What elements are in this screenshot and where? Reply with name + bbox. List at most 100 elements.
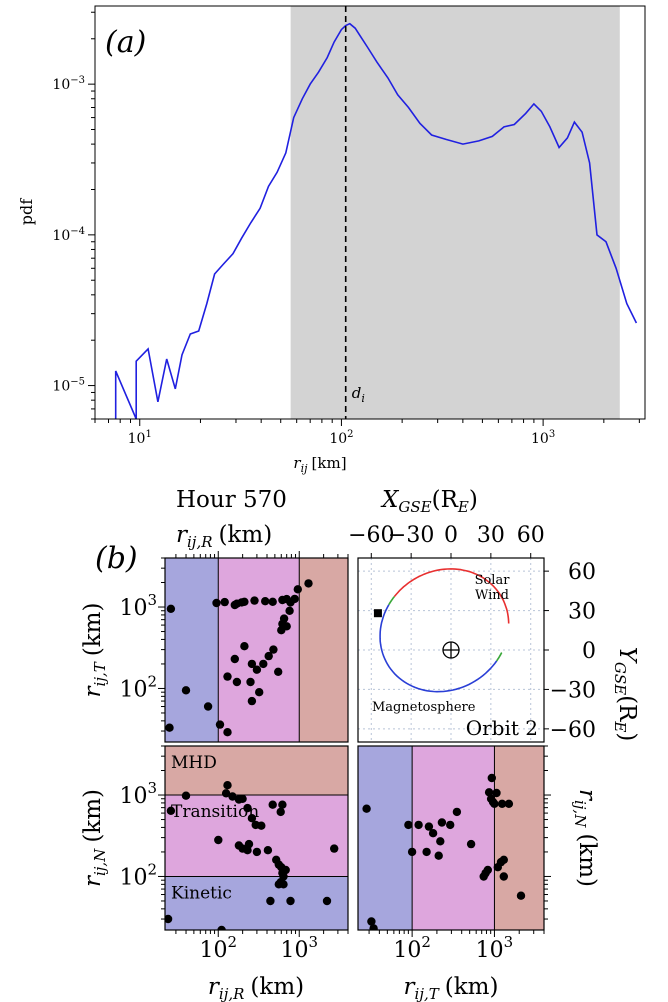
y-tick-label: 102: [119, 860, 157, 890]
y-tick-label: 102: [119, 672, 157, 702]
orbit-label: Orbit 2: [466, 716, 538, 740]
data-point: [404, 820, 413, 830]
data-point: [217, 925, 226, 930]
data-point: [247, 659, 257, 669]
x-axis-ticks: 101 102 103: [94, 419, 640, 447]
region-label-mhd: MHD: [171, 753, 217, 773]
data-point: [487, 773, 496, 783]
scatter-r-vs-t: 102 103 rij,T(km): [80, 551, 349, 743]
data-point: [261, 597, 270, 606]
data-point: [252, 847, 262, 857]
data-point: [223, 672, 232, 681]
kinetic-region: [358, 746, 413, 930]
x-tick-label: 103: [476, 933, 514, 963]
y-axis-label-n-right: rij,N(km): [571, 789, 600, 887]
data-point: [203, 702, 213, 711]
data-point: [504, 799, 514, 808]
data-point: [322, 896, 332, 906]
orbit-x-tick-label: 30: [477, 523, 505, 548]
di-label: di: [352, 384, 365, 405]
data-point: [369, 924, 378, 930]
orbit-x-tick-label: 0: [444, 523, 458, 548]
data-point: [243, 846, 252, 855]
transition-region: [218, 558, 300, 742]
data-point: [221, 789, 231, 798]
x-tick-label: 103: [531, 429, 555, 447]
orbit-y-tick-label: 0: [582, 639, 596, 664]
data-point: [214, 835, 223, 845]
data-point: [422, 847, 431, 857]
solar-wind-arc: [393, 568, 510, 624]
data-point: [285, 606, 294, 615]
data-point: [232, 677, 242, 687]
orbit-x-tick-label: 60: [517, 523, 545, 548]
data-point: [240, 597, 249, 606]
data-point: [220, 597, 229, 607]
data-point: [407, 847, 417, 857]
orbit-y-title: YGSE(RE): [611, 647, 640, 742]
shaded-region: [290, 6, 620, 419]
x-tick-label: 103: [280, 933, 318, 963]
data-point: [414, 820, 423, 830]
data-point: [266, 896, 275, 906]
data-point: [304, 579, 313, 588]
data-point: [276, 807, 285, 817]
orbit-y-tick-label: 30: [568, 600, 596, 625]
data-point: [181, 686, 191, 695]
data-point: [490, 799, 499, 808]
data-point: [279, 880, 288, 889]
data-point: [250, 596, 259, 605]
data-point: [428, 829, 438, 838]
top-axis-label: rij,R (km): [176, 522, 272, 551]
scatter-points: [165, 781, 339, 930]
x-tick-label: 101: [128, 429, 152, 447]
x-axis-label: rij [km]: [293, 454, 346, 475]
data-point: [255, 688, 264, 697]
transition-arc: [496, 652, 503, 662]
data-point: [293, 585, 302, 594]
orbit-x-tick-label: −60: [348, 523, 394, 548]
data-point: [165, 723, 174, 732]
data-point: [228, 792, 237, 801]
data-point: [466, 839, 476, 849]
data-point: [424, 822, 434, 831]
data-point: [484, 788, 494, 797]
region-label-kinetic: Kinetic: [171, 883, 232, 903]
panel-label-b: (b): [95, 541, 138, 576]
transition-region: [165, 795, 348, 877]
data-point: [268, 800, 277, 809]
solar-wind-label: Wind: [475, 588, 509, 603]
data-point: [281, 865, 290, 875]
orbit-y-tick-label: −60: [550, 718, 596, 743]
data-point: [330, 844, 339, 853]
data-point: [277, 626, 286, 635]
magnetosphere-label: Magnetosphere: [372, 700, 476, 715]
ticks: 102 103 102 103: [119, 745, 349, 963]
x-tick-label: 102: [329, 429, 353, 447]
data-point: [166, 806, 176, 815]
data-point: [452, 807, 462, 817]
y-tick-label: 103: [119, 591, 157, 621]
data-point: [181, 791, 191, 800]
y-axis-label: pdf: [17, 198, 36, 225]
y-tick-label: 10−4: [52, 226, 85, 244]
orbit-y-tick-label: −30: [550, 678, 596, 703]
x-tick-label: 102: [199, 933, 237, 963]
panel-label-a: (a): [105, 25, 146, 60]
orbit-x-title: XGSE(RE): [380, 487, 478, 516]
data-point: [269, 645, 278, 654]
hour-title: Hour 570: [176, 487, 287, 513]
y-tick-label: 10−5: [52, 377, 85, 395]
panel-a: di 101 102 103 10−5 10−4 10−3 (a) rij [km] pd…: [17, 5, 646, 475]
scatter-points: [165, 579, 313, 737]
data-point: [223, 728, 232, 737]
data-point: [434, 851, 443, 860]
y-axis-ticks: 10−5 10−4 10−3: [52, 11, 95, 420]
panel-b: Hour 570 (b) rij,R (km) 102 103 rij,T(km) K…: [80, 487, 640, 1002]
scatter-points: [362, 773, 526, 930]
data-point: [437, 818, 447, 827]
data-point: [166, 604, 176, 613]
mhd-region: [165, 746, 348, 796]
